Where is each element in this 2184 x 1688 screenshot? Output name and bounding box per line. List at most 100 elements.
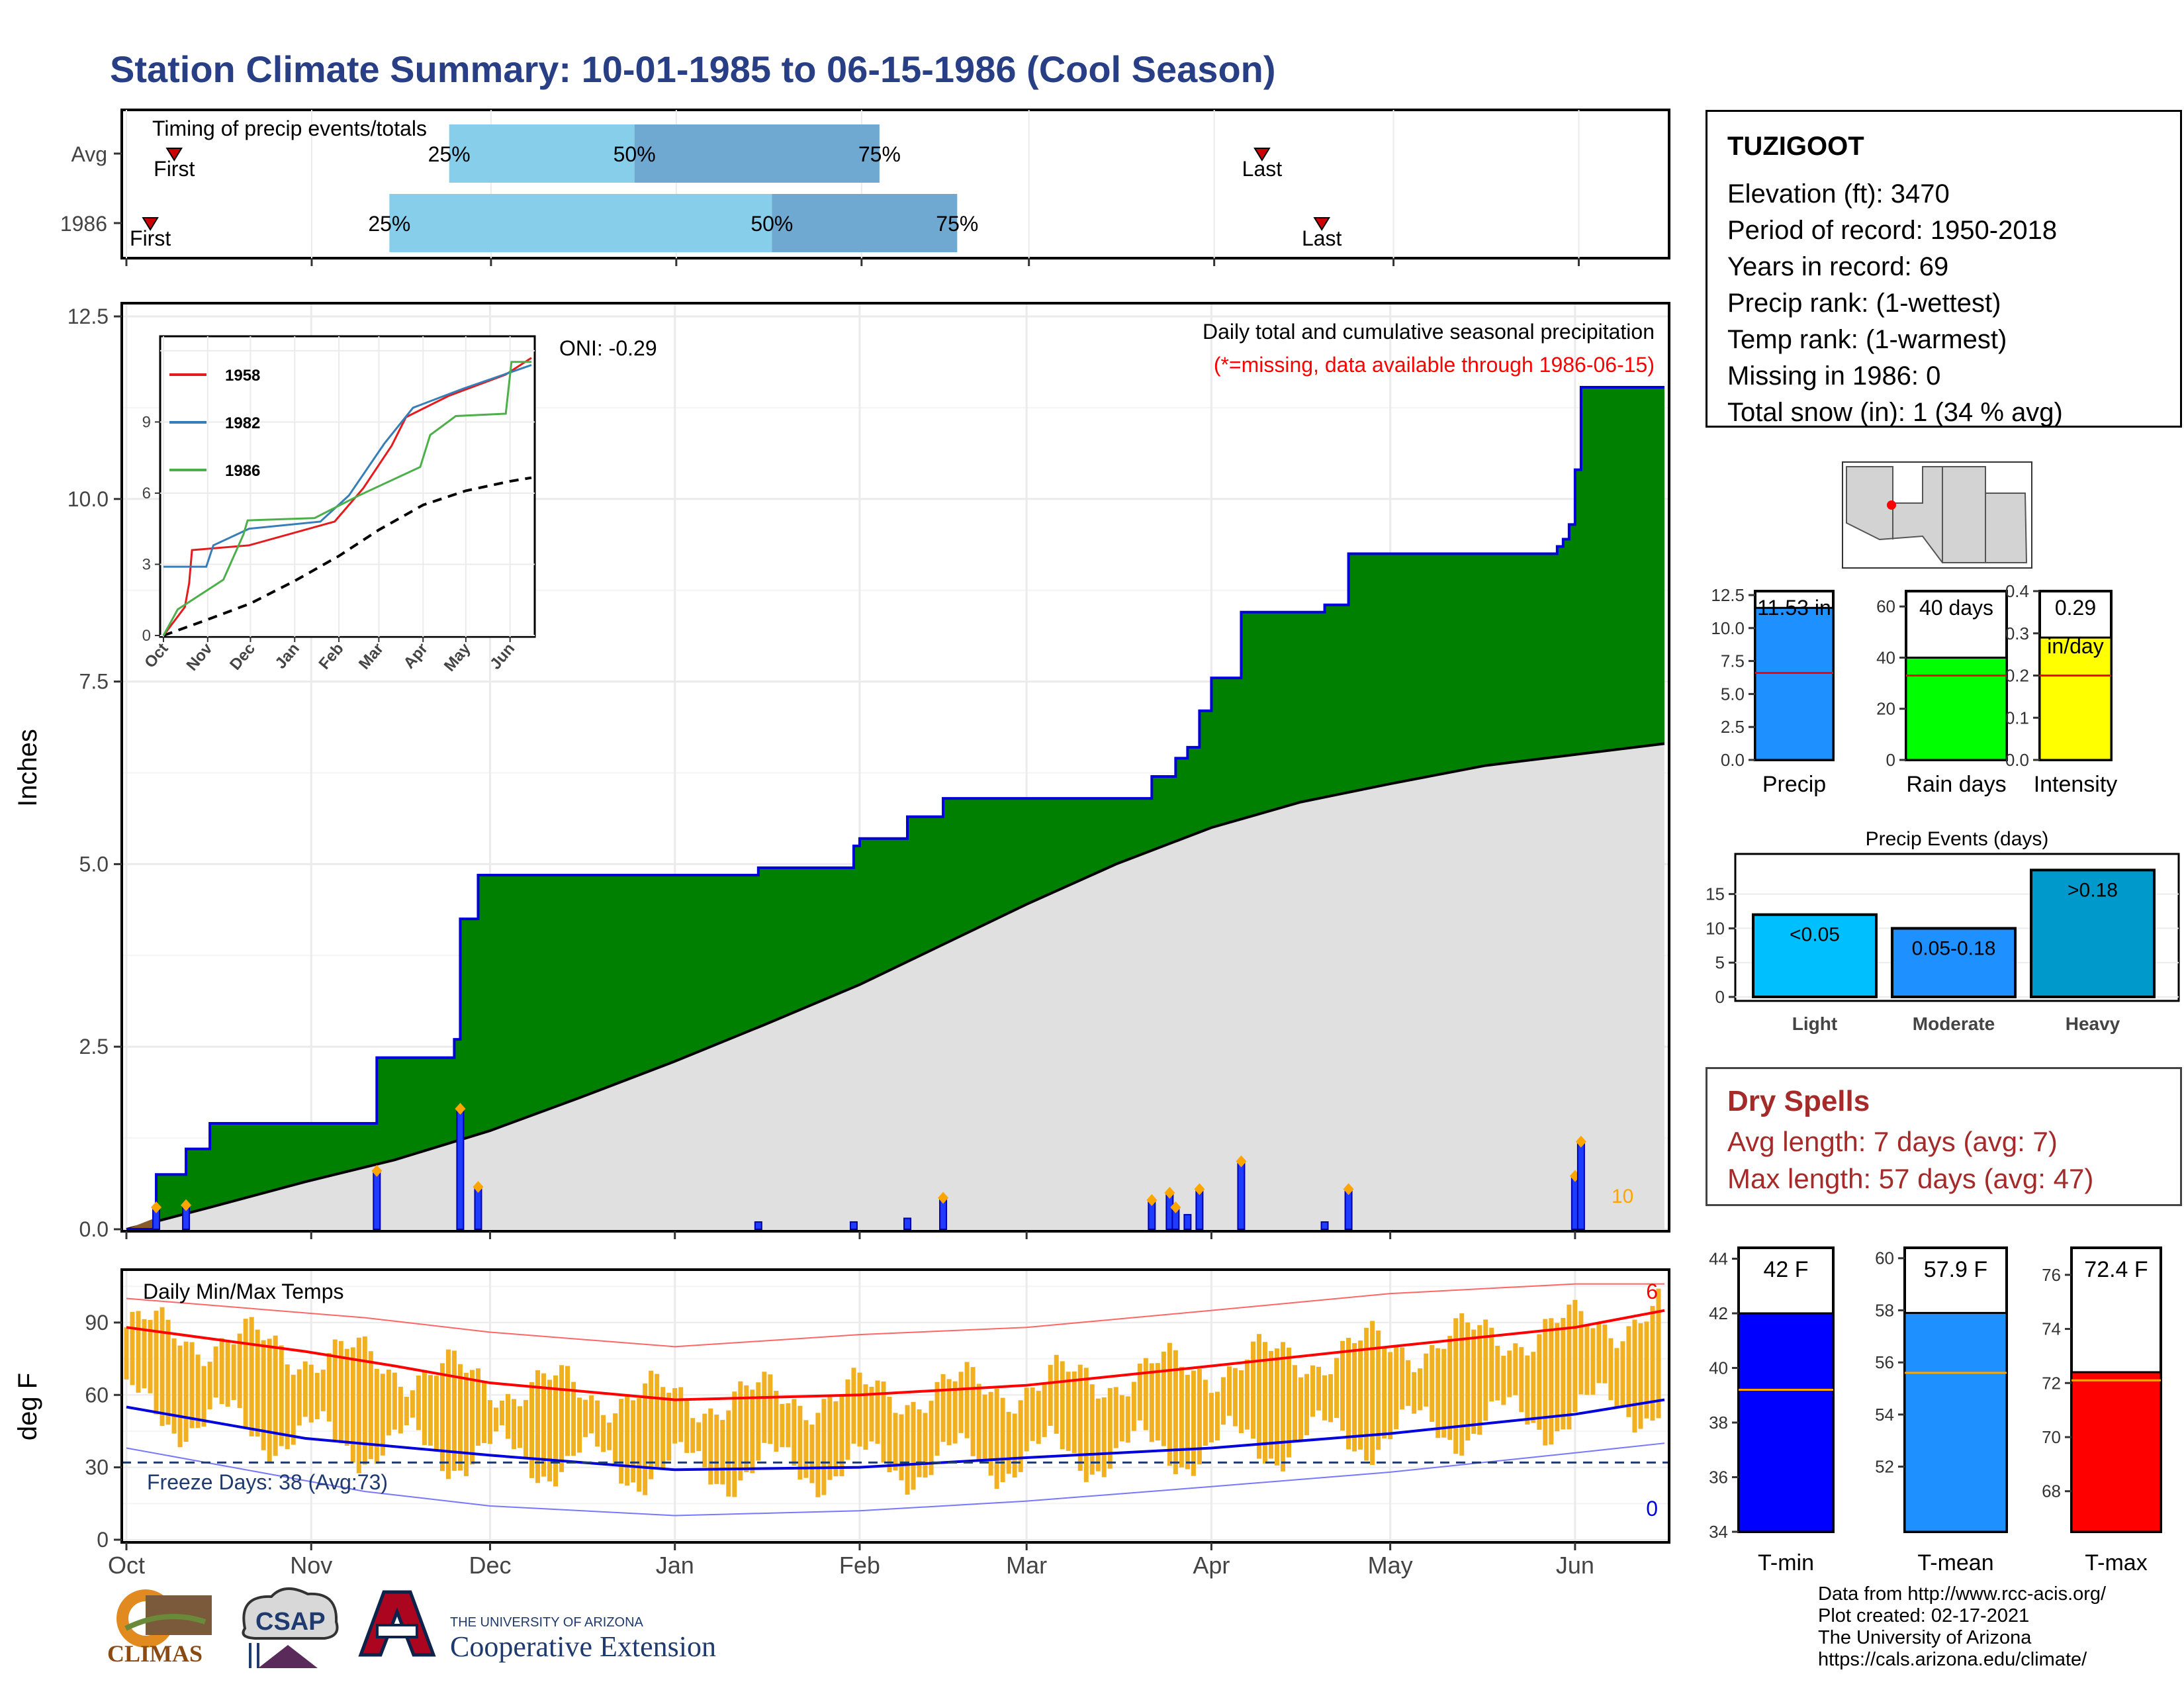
temp-summary-bar-label: T-max bbox=[2085, 1550, 2147, 1575]
events-ytick-label: 0 bbox=[1715, 987, 1725, 1007]
temp-summary-ytick-label: 42 bbox=[1709, 1303, 1728, 1323]
station-period: Period of record: 1950-2018 bbox=[1727, 216, 2058, 245]
temps-daily-bar bbox=[1226, 1366, 1232, 1416]
precip-frame bbox=[120, 302, 1670, 1233]
summary-ytick-label: 2.5 bbox=[1721, 717, 1745, 737]
temps-daily-bar bbox=[261, 1340, 266, 1450]
temps-record-low-count: 0 bbox=[1646, 1497, 1658, 1521]
temps-daily-bar bbox=[1578, 1311, 1584, 1395]
temps-daily-bar bbox=[547, 1380, 553, 1481]
temps-ytick-label: 0 bbox=[97, 1528, 109, 1552]
temps-daily-bar bbox=[433, 1376, 439, 1452]
temps-daily-bar bbox=[1441, 1348, 1447, 1438]
events-category-label: Moderate bbox=[1913, 1013, 1995, 1034]
timing-row-label: Avg bbox=[71, 142, 107, 166]
temps-daily-bar bbox=[672, 1387, 678, 1444]
summary-ytick-label: 12.5 bbox=[1711, 585, 1745, 605]
temps-daily-bar bbox=[970, 1367, 976, 1456]
temps-daily-bar bbox=[1071, 1371, 1077, 1454]
temps-daily-bar bbox=[320, 1370, 326, 1411]
temps-record-max-line bbox=[126, 1283, 1664, 1348]
temps-daily-bar bbox=[1000, 1397, 1005, 1483]
temps-daily-bar bbox=[702, 1413, 707, 1468]
temps-daily-bar bbox=[857, 1372, 862, 1447]
temps-daily-bar bbox=[231, 1344, 236, 1400]
temps-daily-bar bbox=[1077, 1364, 1083, 1471]
precip-daily-marker bbox=[151, 1201, 162, 1213]
temps-daily-bar bbox=[1489, 1327, 1494, 1402]
temps-daily-bar bbox=[1066, 1372, 1071, 1451]
temps-daily-bar bbox=[1316, 1366, 1322, 1411]
temps-daily-bar bbox=[1250, 1341, 1255, 1439]
timing-marker bbox=[1253, 148, 1271, 162]
temp-summary-value-label: 42 F bbox=[1763, 1257, 1808, 1282]
temps-daily-bar bbox=[1388, 1352, 1393, 1440]
temps-daily-bar bbox=[273, 1335, 278, 1456]
station-years: Years in record: 69 bbox=[1727, 252, 1949, 281]
summary-ytick-label: 40 bbox=[1876, 647, 1895, 667]
temps-daily-bar bbox=[1304, 1374, 1310, 1436]
temps-daily-bar bbox=[518, 1406, 523, 1448]
events-category-label: Light bbox=[1792, 1013, 1837, 1034]
temps-daily-bar bbox=[1435, 1348, 1441, 1438]
events-bar-label: <0.05 bbox=[1790, 924, 1840, 946]
footer-line: Plot created: 02-17-2021 bbox=[1818, 1605, 2030, 1626]
temps-daily-bar bbox=[380, 1374, 385, 1456]
summary-ytick-label: 0.1 bbox=[2005, 708, 2029, 727]
temps-daily-bar bbox=[285, 1364, 290, 1450]
temps-daily-bar bbox=[1370, 1321, 1375, 1466]
timing-chart: 25% 50% 75% First Last Avg 25% 50% 75% First Last 1… bbox=[60, 109, 1670, 266]
temps-daily-bar bbox=[1256, 1334, 1261, 1459]
events-category-label: Heavy bbox=[2066, 1013, 2120, 1034]
summary-ytick-label: 0.3 bbox=[2005, 624, 2029, 643]
precip-average-area bbox=[126, 743, 1664, 1229]
summary-value-label: 11.53 in bbox=[1757, 596, 1831, 620]
temps-daily-bar bbox=[1060, 1361, 1065, 1450]
temp-summary-ytick-label: 38 bbox=[1709, 1413, 1728, 1432]
temps-daily-bar bbox=[738, 1381, 743, 1481]
temps-daily-bar bbox=[1232, 1368, 1238, 1427]
temps-daily-bar bbox=[1376, 1331, 1381, 1450]
temps-daily-bar bbox=[1161, 1351, 1166, 1446]
climas-text: CLIMAS bbox=[107, 1640, 203, 1667]
summary-value-unit: in/day bbox=[2047, 634, 2103, 658]
temp-summary-chart: 42 F 34 36 38 40 42 44 T-min 57.9 F 52 54 56 58 60 T-m… bbox=[1709, 1246, 2162, 1575]
temps-daily-bar bbox=[1656, 1288, 1661, 1419]
temps-daily-bar bbox=[893, 1413, 898, 1471]
ua-university-text: THE UNIVERSITY OF ARIZONA bbox=[450, 1615, 643, 1630]
events-bar bbox=[2030, 868, 2156, 999]
inset-frame bbox=[159, 335, 536, 638]
timing-bar-q2 bbox=[449, 124, 635, 183]
temps-daily-bar bbox=[237, 1333, 242, 1408]
timing-bar-q2 bbox=[389, 194, 772, 252]
inset-series-line bbox=[162, 361, 531, 636]
timing-marker bbox=[1313, 217, 1330, 231]
temps-daily-bar bbox=[1018, 1400, 1023, 1472]
temps-daily-bar bbox=[1322, 1375, 1328, 1421]
temps-daily-bar bbox=[1614, 1348, 1619, 1408]
temps-daily-bar bbox=[332, 1339, 338, 1440]
temps-daily-bar bbox=[619, 1399, 624, 1484]
temps-daily-bar bbox=[1083, 1368, 1089, 1482]
temps-daily-bar bbox=[1125, 1396, 1130, 1443]
temps-daily-bar bbox=[851, 1368, 856, 1444]
precip-corner-label: 10 bbox=[1612, 1186, 1633, 1207]
temps-daily-bar bbox=[1620, 1341, 1625, 1407]
temps-daily-bar bbox=[1095, 1398, 1101, 1472]
precip-daily-bar bbox=[849, 1221, 858, 1231]
temps-daily-bar bbox=[559, 1365, 565, 1472]
temps-daily-bar bbox=[797, 1405, 803, 1480]
temps-daily-bar bbox=[541, 1373, 547, 1477]
temps-daily-bar bbox=[1495, 1346, 1500, 1401]
temps-daily-bar bbox=[696, 1422, 702, 1452]
temps-daily-bar bbox=[255, 1329, 260, 1437]
temps-daily-bar bbox=[863, 1384, 868, 1450]
temps-daily-bar bbox=[1418, 1368, 1423, 1411]
temps-daily-bar bbox=[1281, 1342, 1286, 1472]
timing-quartile-label: 50% bbox=[751, 212, 793, 236]
precip-daily-bar bbox=[1237, 1160, 1246, 1230]
summary-bar bbox=[2038, 636, 2113, 761]
temps-daily-bar bbox=[512, 1399, 517, 1450]
precip-daily-bar bbox=[1576, 1141, 1585, 1230]
temps-daily-bar bbox=[1036, 1391, 1041, 1444]
